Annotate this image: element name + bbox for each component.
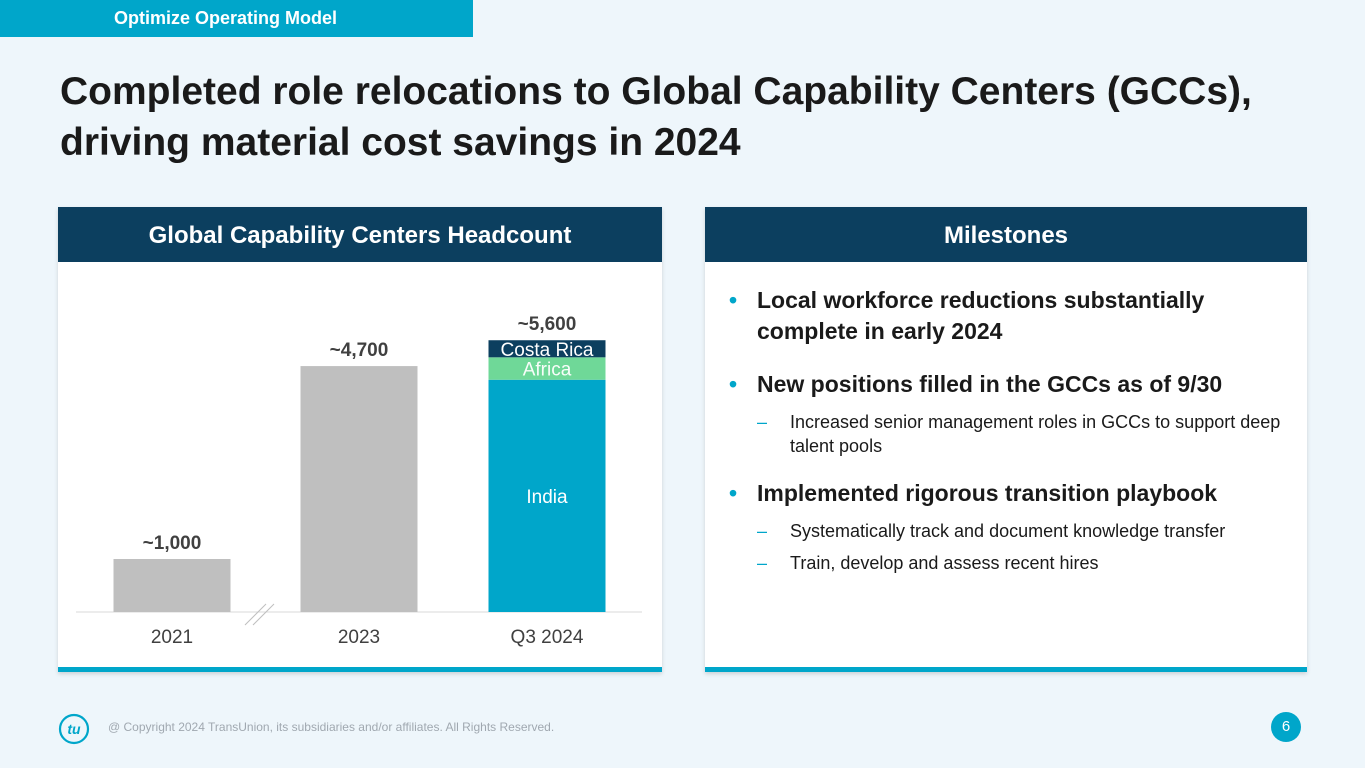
bullet-dot-icon: • xyxy=(729,287,738,313)
bar-2023 xyxy=(300,366,418,612)
milestones-panel-header: Milestones xyxy=(705,207,1307,262)
bar-segment-africa xyxy=(488,357,606,380)
x-tick-label: 2021 xyxy=(151,627,193,648)
milestone-item: • New positions filled in the GCCs as of… xyxy=(725,369,1285,400)
axis-break-mark xyxy=(252,603,275,626)
milestone-subtext: Increased senior management roles in GCC… xyxy=(790,412,1281,456)
milestone-subtext: Systematically track and document knowle… xyxy=(790,521,1226,541)
x-tick-label: 2023 xyxy=(338,627,380,648)
milestone-subitem: – Systematically track and document know… xyxy=(725,519,1285,543)
milestone-subtext: Train, develop and assess recent hires xyxy=(790,553,1099,573)
headcount-panel-header: Global Capability Centers Headcount xyxy=(58,207,662,262)
milestone-item: • Implemented rigorous transition playbo… xyxy=(725,478,1285,509)
milestones-panel: Milestones • Local workforce reductions … xyxy=(705,207,1307,672)
page-number: 6 xyxy=(1271,712,1301,742)
section-tag: Optimize Operating Model xyxy=(0,0,473,37)
x-tick-label: Q3 2024 xyxy=(511,627,584,648)
milestone-item: • Local workforce reductions substantial… xyxy=(725,285,1285,347)
segment-label: India xyxy=(526,487,568,508)
milestone-subitem: – Increased senior management roles in G… xyxy=(725,410,1285,458)
segment-label: Africa xyxy=(523,360,572,381)
segment-label: Costa Rica xyxy=(501,340,594,361)
logo-text: tu xyxy=(67,721,81,737)
milestone-text: Implemented rigorous transition playbook xyxy=(757,480,1218,506)
dash-icon: – xyxy=(757,553,768,573)
transunion-logo: tu xyxy=(58,713,90,745)
milestones-list: • Local workforce reductions substantial… xyxy=(725,285,1285,595)
data-label: ~1,000 xyxy=(143,533,202,554)
copyright-text: @ Copyright 2024 TransUnion, its subsidi… xyxy=(108,720,555,734)
dash-icon: – xyxy=(757,412,768,432)
bar-2021 xyxy=(113,559,231,612)
milestone-text: New positions filled in the GCCs as of 9… xyxy=(757,371,1223,397)
dash-icon: – xyxy=(757,521,768,541)
data-label: ~5,600 xyxy=(518,314,577,335)
milestone-subitem: – Train, develop and assess recent hires xyxy=(725,551,1285,575)
milestone-text: Local workforce reductions substantially… xyxy=(757,287,1205,344)
bar-segment-india xyxy=(488,379,606,612)
bullet-dot-icon: • xyxy=(729,371,738,397)
data-label: ~4,700 xyxy=(330,340,389,361)
page-title: Completed role relocations to Global Cap… xyxy=(60,70,1252,164)
headcount-panel: Global Capability Centers Headcount ~1,0… xyxy=(58,207,662,672)
axis-break-mark xyxy=(244,603,267,626)
bar-segment-costa-rica xyxy=(488,340,606,358)
bullet-dot-icon: • xyxy=(729,480,738,506)
